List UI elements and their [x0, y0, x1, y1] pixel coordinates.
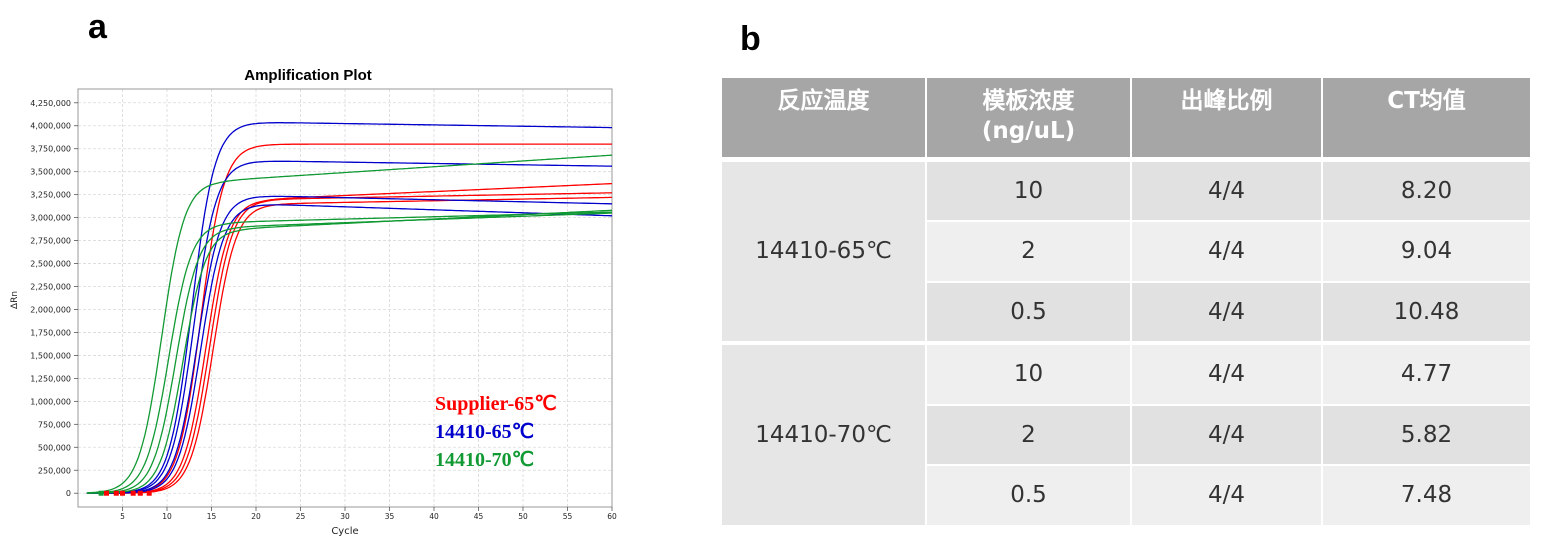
baseline-marker	[103, 490, 109, 496]
y-tick-label: 1,500,000	[30, 351, 71, 360]
amplification-curve	[86, 182, 613, 494]
conc-cell: 0.5	[925, 280, 1132, 344]
ct-cell: 10.48	[1321, 280, 1532, 344]
ct-summary-table: 反应温度 模板浓度 (ng/uL) 出峰比例 CT均值 14410-65℃ 10 …	[720, 76, 1532, 527]
x-tick-label: 40	[429, 512, 439, 521]
amplification-curve	[86, 122, 612, 494]
ct-cell: 9.04	[1321, 220, 1532, 283]
table-row: 14410-70℃ 10 4/4 4.77	[720, 341, 1532, 527]
y-tick-label: 1,250,000	[30, 374, 71, 383]
legend-entry: 14410-65℃	[435, 421, 534, 443]
y-tick-label: 3,000,000	[30, 214, 71, 223]
table-row: 0.5 4/4 10.48	[721, 280, 1532, 344]
header-concentration-text: 模板浓度 (ng/uL)	[981, 88, 1076, 144]
y-tick-label: 250,000	[38, 466, 71, 475]
ratio-cell: 4/4	[1130, 341, 1323, 406]
x-tick-label: 45	[474, 512, 484, 521]
amplification-chart: Amplification Plot 5 10 15 20 25 30 35 40 45 50 55…	[10, 67, 617, 537]
y-tick-label: 1,750,000	[30, 328, 71, 337]
table-header-row: 反应温度 模板浓度 (ng/uL) 出峰比例 CT均值	[720, 76, 1532, 160]
y-tick-label: 750,000	[38, 420, 71, 429]
x-tick-label: 5	[120, 512, 125, 521]
amplification-curve	[86, 154, 613, 494]
ratio-cell: 4/4	[1130, 403, 1323, 466]
table-row: 2 4/4 5.82	[721, 403, 1532, 466]
y-tick-label: 3,250,000	[30, 191, 71, 200]
baseline-marker	[98, 490, 104, 496]
x-tick-label: 15	[207, 512, 217, 521]
series-lines	[86, 122, 613, 494]
x-tick-label: 50	[518, 512, 528, 521]
baseline-marker	[146, 490, 152, 496]
ratio-cell: 4/4	[1130, 156, 1323, 222]
ratio-cell: 4/4	[1130, 220, 1323, 283]
legend-entry: Supplier-65℃	[435, 393, 557, 415]
chart-title: Amplification Plot	[244, 67, 372, 84]
conc-cell: 2	[925, 220, 1132, 283]
x-tick-label: 20	[251, 512, 261, 521]
y-tick-label: 3,750,000	[30, 145, 71, 154]
table-row: 2 4/4 9.04	[721, 220, 1532, 283]
legend: Supplier-65℃ 14410-65℃ 14410-70℃	[435, 393, 557, 471]
y-tick-label: 4,250,000	[30, 99, 71, 108]
axis-ticks: 5 10 15 20 25 30 35 40 45 50 55 60 0 250,000 500,000 75…	[30, 99, 617, 521]
x-tick-label: 60	[607, 512, 617, 521]
baseline-marker	[113, 490, 119, 496]
y-tick-label: 2,250,000	[30, 283, 71, 292]
group-label-70: 14410-70℃	[720, 341, 927, 527]
x-tick-label: 35	[385, 512, 395, 521]
panel-b-label: b	[740, 20, 761, 58]
table-row: 0.5 4/4 7.48	[721, 464, 1532, 527]
baseline-marker	[120, 490, 125, 496]
panel-a-label: a	[88, 8, 107, 46]
baseline-marker	[130, 490, 136, 496]
ratio-cell: 4/4	[1130, 464, 1323, 527]
y-tick-label: 2,000,000	[30, 305, 71, 314]
table-row: 14410-65℃ 10 4/4 8.20	[720, 156, 1532, 344]
amplification-curve	[86, 196, 612, 494]
amplification-curve	[86, 209, 613, 494]
baseline-markers	[98, 490, 152, 496]
group-label-65: 14410-65℃	[720, 156, 927, 344]
conc-cell: 0.5	[925, 464, 1132, 527]
y-tick-label: 4,000,000	[30, 122, 71, 131]
ct-cell: 8.20	[1321, 156, 1532, 222]
y-tick-label: 1,000,000	[30, 397, 71, 406]
amplification-curve	[86, 160, 613, 494]
legend-entry: 14410-70℃	[435, 449, 534, 471]
gridlines	[78, 89, 613, 507]
x-tick-label: 55	[563, 512, 573, 521]
ct-cell: 7.48	[1321, 464, 1532, 527]
y-tick-label: 500,000	[38, 443, 71, 452]
header-concentration: 模板浓度 (ng/uL)	[925, 76, 1132, 160]
header-peak-ratio: 出峰比例	[1130, 76, 1323, 160]
x-axis-label: Cycle	[331, 526, 358, 537]
x-tick-label: 10	[162, 512, 172, 521]
y-tick-label: 0	[66, 489, 71, 498]
ratio-cell: 4/4	[1130, 280, 1323, 344]
conc-cell: 2	[925, 403, 1132, 466]
x-tick-label: 25	[296, 512, 306, 521]
conc-cell: 10	[925, 341, 1132, 406]
amplification-curve	[86, 212, 613, 494]
header-ct-mean: CT均值	[1321, 76, 1532, 160]
amplification-curve	[86, 195, 612, 494]
y-axis-label: ΔRn	[10, 291, 20, 309]
amplification-curve	[86, 143, 612, 494]
y-tick-label: 2,500,000	[30, 260, 71, 269]
y-tick-label: 2,750,000	[30, 237, 71, 246]
conc-cell: 10	[925, 156, 1132, 222]
y-tick-label: 3,500,000	[30, 168, 71, 177]
header-temperature: 反应温度	[720, 76, 927, 160]
baseline-marker	[137, 490, 143, 496]
ct-cell: 4.77	[1321, 341, 1532, 406]
ct-cell: 5.82	[1321, 403, 1532, 466]
x-tick-label: 30	[340, 512, 350, 521]
amplification-curve	[86, 204, 613, 494]
